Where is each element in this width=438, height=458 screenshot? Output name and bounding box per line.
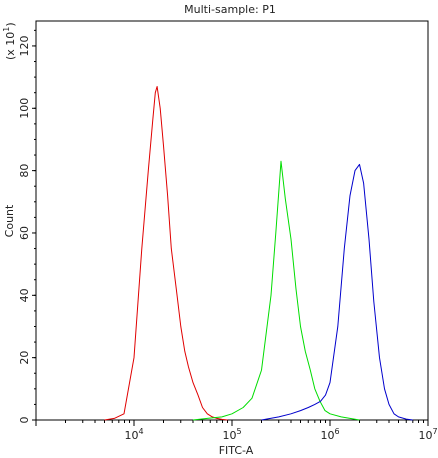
x-tick-exp: 4 <box>138 427 143 436</box>
y-tick-label: 40 <box>18 288 31 302</box>
x-tick-base: 10 <box>222 429 236 442</box>
x-tick-label: 107 <box>418 427 437 442</box>
y-tick-label: 20 <box>18 351 31 365</box>
plot-frame <box>35 20 429 421</box>
x-axis-label: FITC-A <box>219 444 254 457</box>
y-scale-note-exp: 1 <box>2 27 11 32</box>
x-tick-base: 10 <box>124 429 138 442</box>
series-line-3 <box>261 163 413 421</box>
y-tick-label: 100 <box>18 98 31 119</box>
y-tick-label: 0 <box>18 417 31 424</box>
x-tick-base: 10 <box>418 429 432 442</box>
x-tick-exp: 7 <box>432 427 437 436</box>
x-tick-label: 104 <box>124 427 143 442</box>
x-tick-base: 10 <box>320 429 334 442</box>
series-layer <box>104 86 413 421</box>
y-scale-note: (x 101) <box>2 22 17 60</box>
series-line-1 <box>104 86 228 421</box>
y-tick-label: 60 <box>18 226 31 240</box>
y-scale-note-base: (x 10 <box>4 32 17 60</box>
y-tick-label: 120 <box>18 35 31 56</box>
x-tick-label: 106 <box>320 427 339 442</box>
x-tick-exp: 6 <box>334 427 339 436</box>
y-scale-note-close: ) <box>4 22 17 26</box>
y-axis-label: Count <box>3 204 16 237</box>
x-axis-ticks: 104 105 106 107 <box>35 420 438 442</box>
x-tick-exp: 5 <box>236 427 241 436</box>
y-axis-ticks: 0 20 40 60 80 100 120 <box>18 29 36 424</box>
series-line-2 <box>192 160 360 421</box>
x-tick-label: 105 <box>222 427 241 442</box>
y-tick-label: 80 <box>18 164 31 178</box>
chart-title: Multi-sample: P1 <box>184 3 276 16</box>
